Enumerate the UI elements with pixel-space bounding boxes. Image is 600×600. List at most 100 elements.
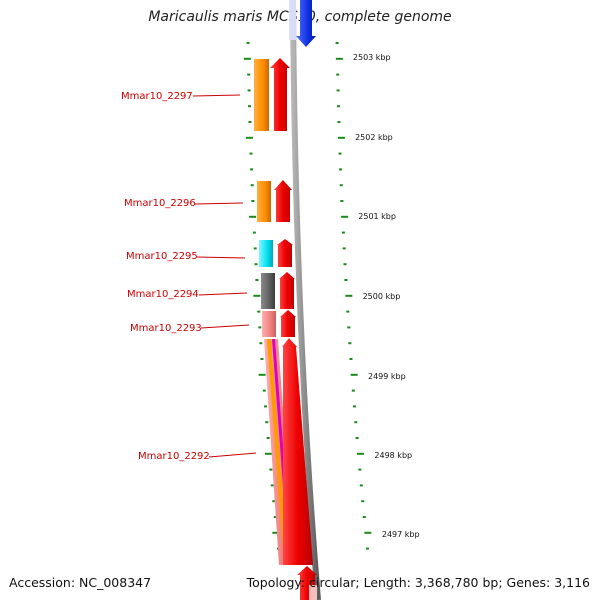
scale-tick (247, 105, 251, 108)
scale-tick (249, 152, 253, 155)
cds-arrow (270, 58, 290, 131)
scale-tick (353, 405, 357, 408)
scale-tick (351, 389, 355, 392)
scale-tick (249, 215, 257, 218)
upstream-gene-highlight (289, 0, 296, 40)
gene-feature-box (261, 273, 275, 309)
scale-tick (336, 89, 340, 92)
gene-label: Mmar10_2292 (138, 451, 210, 462)
scale-tick (355, 437, 359, 439)
scale-tick (364, 531, 372, 534)
scale-tick (349, 358, 353, 360)
scale-tick (348, 342, 352, 345)
gene-label: Mmar10_2294 (127, 289, 199, 300)
downstream-gene-highlight (309, 585, 317, 600)
cds-arrow (280, 310, 296, 337)
gene-feature-box (254, 59, 269, 131)
gene-label: Mmar10_2293 (130, 323, 202, 334)
cds-arrow (282, 338, 313, 565)
scale-tick (273, 516, 277, 518)
scale-tick (264, 405, 268, 408)
accession-text: Accession: NC_008347 (9, 575, 152, 590)
scale-label: 2502 kbp (355, 133, 393, 142)
gene-leader-line (192, 94, 241, 97)
scale-tick (350, 373, 358, 376)
gene-mmar10-2292[interactable]: Mmar10_2292 (138, 338, 313, 565)
scale-tick (247, 73, 251, 76)
gene-mmar10-2295[interactable]: Mmar10_2295 (126, 239, 293, 267)
scale-tick (245, 136, 253, 139)
gene-mmar10-2297[interactable]: Mmar10_2297 (121, 58, 290, 131)
gene-label: Mmar10_2296 (124, 198, 196, 209)
scale-tick (347, 326, 351, 329)
scale-tick (254, 263, 258, 266)
gene-feature-box (257, 181, 271, 222)
scale-tick (252, 231, 256, 234)
scale-tick (253, 247, 257, 250)
scale-tick (250, 184, 254, 187)
scale-tick (339, 184, 343, 187)
scale-tick (251, 200, 255, 202)
gene-feature-box (262, 311, 276, 337)
scale-tick (361, 500, 365, 503)
cds-arrow (279, 272, 295, 309)
scale-tick (358, 468, 362, 471)
gene-feature-box (259, 240, 273, 267)
scale-tick (248, 121, 252, 123)
scale-tick (342, 247, 346, 250)
scale-tick (344, 279, 348, 281)
scale-tick (255, 279, 259, 281)
scale-tick (258, 326, 262, 329)
gene-leader-line (194, 202, 244, 205)
scale-tick (359, 484, 363, 487)
genome-summary-text: Topology: circular; Length: 3,368,780 bp… (246, 575, 590, 590)
scale-tick (341, 215, 349, 218)
scale-tick (339, 168, 343, 171)
scale-tick (336, 105, 340, 108)
upstream-gene-arrow (296, 0, 316, 47)
cds-arrow (277, 239, 293, 267)
gene-orange-overlay (267, 339, 288, 565)
gene-mmar10-2294[interactable]: Mmar10_2294 (127, 272, 295, 309)
scale-tick (337, 136, 345, 139)
scale-tick (346, 310, 350, 313)
scale-tick (335, 57, 343, 60)
scale-tick (356, 452, 364, 455)
gene-label: Mmar10_2297 (121, 91, 193, 102)
scale-tick (337, 121, 341, 123)
scale-label: 2500 kbp (363, 292, 401, 301)
scale-label: 2501 kbp (358, 212, 396, 221)
scale-tick (345, 294, 353, 297)
scale-tick (262, 389, 266, 392)
scale-tick (269, 468, 273, 471)
scale-tick (246, 42, 250, 44)
scale-tick (258, 373, 266, 376)
scale-tick (354, 421, 358, 424)
scale-tick (362, 516, 366, 518)
scale-label: 2503 kbp (353, 53, 391, 62)
scale-label: 2498 kbp (374, 451, 412, 460)
scale-tick (243, 57, 251, 60)
scale-tick (266, 437, 270, 439)
scale-label: 2497 kbp (382, 530, 420, 539)
gene-mmar10-2296[interactable]: Mmar10_2296 (124, 180, 292, 222)
scale-tick (265, 421, 269, 424)
scale-tick (365, 547, 369, 550)
scale-tick (247, 89, 251, 92)
scale-tick (343, 263, 347, 266)
scale-tick (340, 200, 344, 202)
gene-mmar10-2293[interactable]: Mmar10_2293 (130, 310, 296, 337)
scale-tick (272, 531, 280, 534)
scale-tick (253, 294, 261, 297)
scale-tick (250, 168, 254, 171)
gene-leader-line (196, 256, 246, 259)
scale-tick (336, 73, 340, 76)
scale-tick (341, 231, 345, 234)
scale-tick (270, 484, 274, 487)
scale-ticks-right (335, 42, 372, 550)
scale-tick (264, 452, 272, 455)
scale-tick (338, 152, 342, 155)
gene-leader-line (200, 324, 250, 329)
genome-backbone (290, 0, 321, 600)
